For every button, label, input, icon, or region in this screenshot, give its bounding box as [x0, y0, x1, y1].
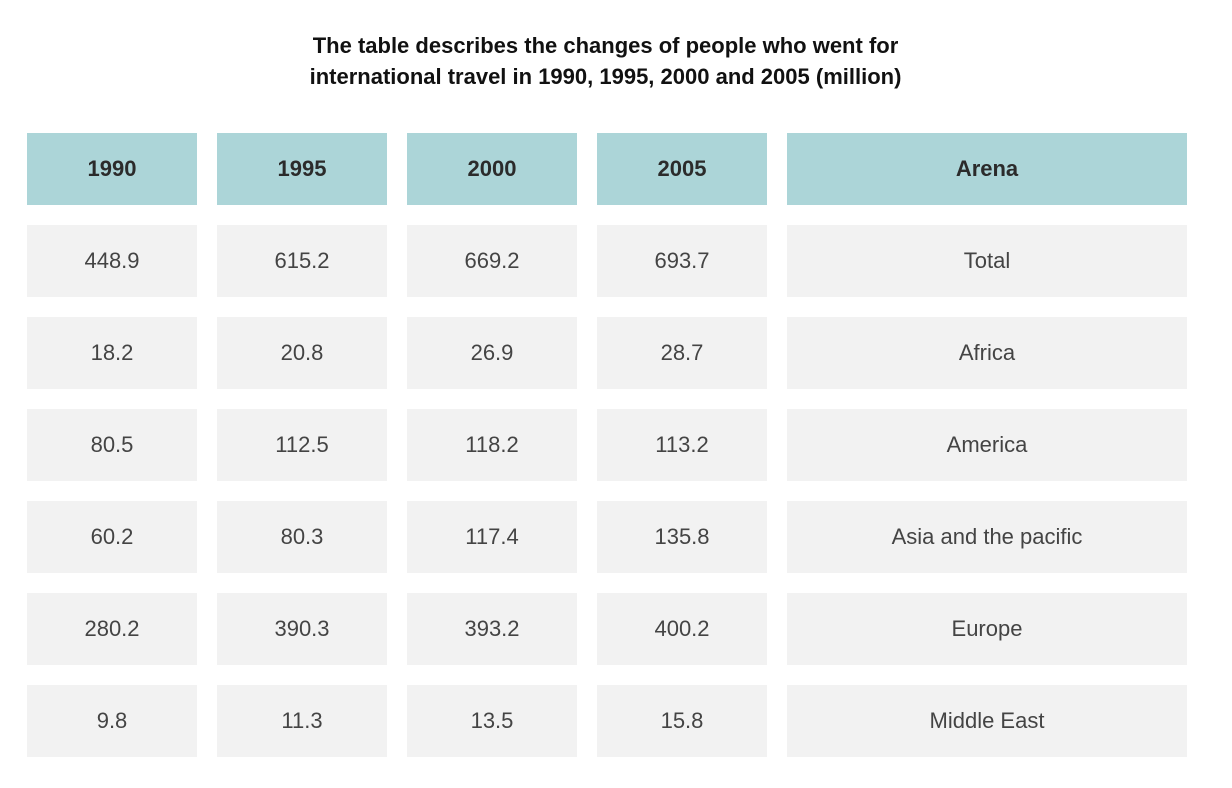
table-cell: Total: [787, 225, 1187, 297]
table-cell: 26.9: [407, 317, 577, 389]
table-cell: Asia and the pacific: [787, 501, 1187, 573]
table-cell: 118.2: [407, 409, 577, 481]
title-line-2: international travel in 1990, 1995, 2000…: [309, 64, 902, 89]
column-header: Arena: [787, 133, 1187, 205]
table-cell: Europe: [787, 593, 1187, 665]
table-cell: Middle East: [787, 685, 1187, 757]
table-cell: 669.2: [407, 225, 577, 297]
column-header: 2005: [597, 133, 767, 205]
table-cell: 390.3: [217, 593, 387, 665]
table-cell: 11.3: [217, 685, 387, 757]
table-cell: Africa: [787, 317, 1187, 389]
column-header: 1990: [27, 133, 197, 205]
table-title: The table describes the changes of peopl…: [0, 30, 1211, 92]
table-cell: 113.2: [597, 409, 767, 481]
table-cell: 9.8: [27, 685, 197, 757]
table-cell: 80.3: [217, 501, 387, 573]
table-cell: 400.2: [597, 593, 767, 665]
table-cell: 112.5: [217, 409, 387, 481]
table-cell: 615.2: [217, 225, 387, 297]
column-header: 1995: [217, 133, 387, 205]
table-cell: 280.2: [27, 593, 197, 665]
table-cell: 18.2: [27, 317, 197, 389]
table-cell: 448.9: [27, 225, 197, 297]
table-cell: 60.2: [27, 501, 197, 573]
table-cell: 80.5: [27, 409, 197, 481]
table-cell: 693.7: [597, 225, 767, 297]
table-cell: 20.8: [217, 317, 387, 389]
table-cell: 15.8: [597, 685, 767, 757]
table-cell: 28.7: [597, 317, 767, 389]
title-line-1: The table describes the changes of peopl…: [312, 33, 899, 58]
table-cell: 135.8: [597, 501, 767, 573]
table-cell: America: [787, 409, 1187, 481]
table-cell: 13.5: [407, 685, 577, 757]
column-header: 2000: [407, 133, 577, 205]
table-cell: 117.4: [407, 501, 577, 573]
table-cell: 393.2: [407, 593, 577, 665]
